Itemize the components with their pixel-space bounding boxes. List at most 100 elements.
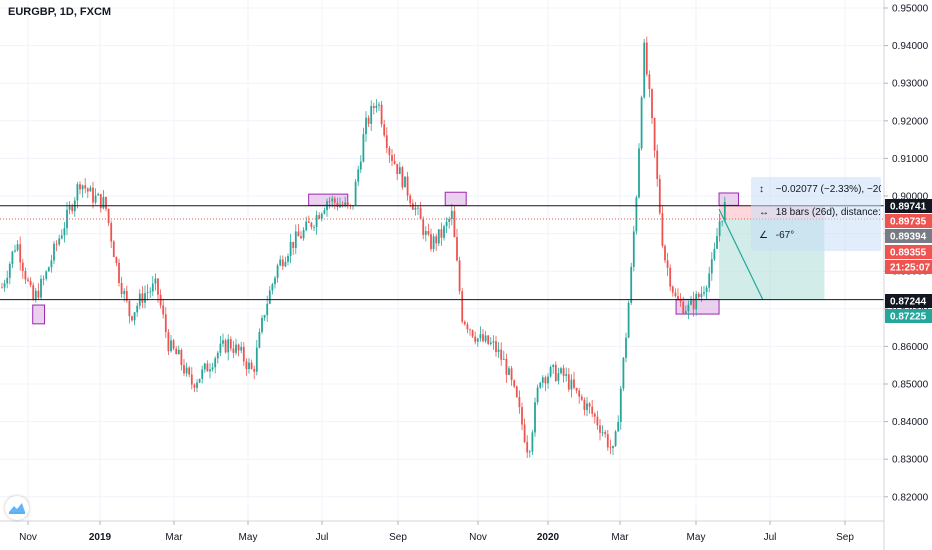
candle-body <box>37 290 40 298</box>
tradingview-logo-icon[interactable] <box>5 496 29 520</box>
candle-body <box>175 348 178 355</box>
candle-body <box>695 293 698 310</box>
candle-body <box>599 425 601 433</box>
candle-body <box>703 292 705 294</box>
candle-body <box>497 349 500 353</box>
candle-body <box>469 329 471 331</box>
candle-body <box>170 340 172 352</box>
candle-body <box>318 215 321 219</box>
measure-change-text: −0.02077 (−2.33%), −207. <box>775 184 881 195</box>
candle-body <box>263 315 266 318</box>
candle-body <box>635 197 638 232</box>
candle-body <box>458 260 461 292</box>
candle-body <box>276 265 279 278</box>
highlight-rectangle[interactable] <box>308 193 349 206</box>
candle-body <box>648 74 651 90</box>
price-badge-label: 21:25:07 <box>890 263 930 274</box>
candle-body <box>692 299 695 310</box>
candle-body <box>710 259 713 274</box>
candle-body <box>596 416 599 426</box>
candle-body <box>518 397 521 408</box>
candle-body <box>430 234 432 250</box>
candle-body <box>445 221 448 227</box>
candle-body <box>219 343 222 353</box>
candle-body <box>255 347 258 372</box>
candle-body <box>474 336 477 342</box>
candle-body <box>396 163 399 175</box>
candle-body <box>372 105 375 108</box>
candle-body <box>578 390 581 397</box>
time-tick-label: Mar <box>165 532 183 543</box>
candle-body <box>614 431 617 446</box>
candle-body <box>409 195 412 204</box>
highlight-rectangle[interactable] <box>32 304 46 325</box>
candle-body <box>580 396 583 400</box>
candle-body <box>575 387 578 391</box>
candle-body <box>11 251 14 264</box>
candle-body <box>248 362 250 370</box>
highlight-rectangle[interactable] <box>718 192 739 206</box>
symbol-title[interactable]: EURGBP, 1D, FXCM <box>8 6 112 18</box>
candle-body <box>177 349 180 355</box>
highlight-rectangle[interactable] <box>444 191 467 206</box>
candle-body <box>388 148 391 156</box>
candle-body <box>287 256 289 262</box>
candle-body <box>534 402 536 433</box>
candle-body <box>682 301 685 314</box>
horizontal-lines[interactable] <box>0 205 884 301</box>
candle-body <box>718 221 721 237</box>
candle-body <box>406 176 409 196</box>
candle-body <box>484 335 487 342</box>
time-tick-label: May <box>687 532 706 543</box>
candle-body <box>271 284 274 291</box>
time-tick-label: Jul <box>316 532 329 543</box>
candle-body <box>60 235 63 239</box>
candle-body <box>414 207 417 210</box>
candle-body <box>404 176 406 188</box>
price-badge-label: 0.87244 <box>890 297 927 308</box>
candle-body <box>229 339 232 349</box>
time-tick-label: Sep <box>389 532 407 543</box>
candle-body <box>541 377 544 383</box>
candle-body <box>294 231 297 248</box>
candle-body <box>172 340 175 349</box>
candle-series <box>1 36 726 458</box>
candle-body <box>203 363 206 370</box>
time-tick-label: Nov <box>19 532 37 543</box>
candle-body <box>700 293 703 297</box>
candle-body <box>393 160 396 164</box>
candle-body <box>661 213 664 246</box>
candle-body <box>505 358 508 375</box>
measure-bars-text: 18 bars (26d), distance: 1 <box>775 207 881 218</box>
drawing-layer[interactable] <box>32 191 825 325</box>
candle-body <box>697 293 700 297</box>
candle-body <box>16 244 19 251</box>
time-axis[interactable]: Nov 2019 Mar May Jul Sep Nov 2020 Mar May Jul Sep <box>19 521 854 543</box>
candle-body <box>40 278 42 298</box>
candle-body <box>250 362 253 369</box>
candle-body <box>684 311 687 314</box>
candle-body <box>128 300 131 317</box>
candle-body <box>112 241 115 258</box>
candle-body <box>630 266 633 303</box>
candle-body <box>526 441 529 453</box>
candle-body <box>362 134 365 162</box>
candle-body <box>136 305 139 313</box>
candle-body <box>300 236 302 239</box>
candle-body <box>297 231 300 237</box>
candle-body <box>328 201 331 203</box>
candle-body <box>63 228 66 236</box>
candle-body <box>1 287 3 289</box>
price-tick-label: 0.91000 <box>892 154 929 165</box>
candle-body <box>643 42 646 98</box>
candle-body <box>79 184 81 190</box>
candle-body <box>284 261 287 267</box>
candle-body <box>606 434 609 448</box>
candle-body <box>367 117 370 124</box>
candle-body <box>8 263 11 278</box>
trend-line[interactable] <box>718 208 764 300</box>
candle-body <box>687 304 690 312</box>
candle-body <box>664 245 666 261</box>
candle-body <box>601 432 604 433</box>
